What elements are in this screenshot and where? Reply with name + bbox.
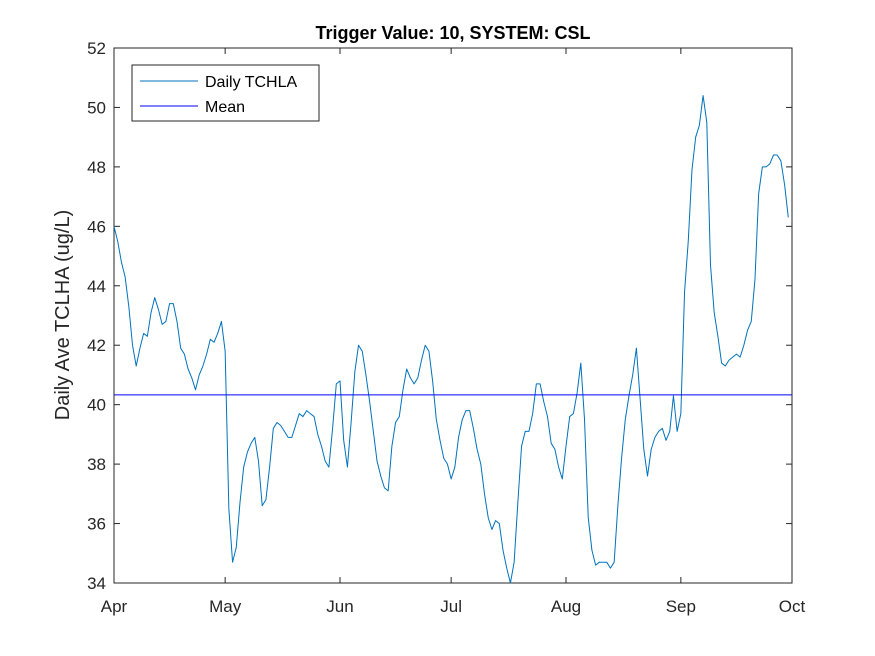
x-tick-label: Jul (440, 597, 462, 616)
x-tick-label: Aug (551, 597, 581, 616)
y-tick-label: 50 (87, 98, 106, 117)
x-axis: Apr May Jun Jul Aug Sep Oct (101, 48, 806, 616)
x-tick-label: Oct (779, 597, 806, 616)
legend-label-daily-tchla: Daily TCHLA (205, 74, 298, 91)
series-line-daily-tchla (113, 95, 789, 584)
x-tick-label: Apr (101, 597, 128, 616)
y-tick-label: 38 (87, 455, 106, 474)
y-tick-label: 40 (87, 396, 106, 415)
legend-box (131, 64, 320, 122)
y-tick-label: 52 (87, 39, 106, 58)
x-tick-label: Sep (666, 597, 696, 616)
chart-title: Trigger Value: 10, SYSTEM: CSL (315, 23, 590, 43)
x-tick-label: May (209, 597, 242, 616)
y-axis: 34 36 38 40 42 44 46 48 50 52 (87, 39, 792, 593)
x-tick-label: Jun (326, 597, 353, 616)
series-layer (113, 95, 792, 584)
y-tick-label: 48 (87, 158, 106, 177)
y-tick-label: 34 (87, 574, 106, 593)
legend-label-mean: Mean (205, 99, 245, 116)
plot-area (113, 47, 793, 584)
legend: Daily TCHLA Mean (131, 64, 320, 122)
y-axis-label: Daily Ave TCLHA (ug/L) (52, 210, 74, 420)
y-tick-label: 36 (87, 515, 106, 534)
y-tick-label: 44 (87, 277, 106, 296)
y-tick-label: 46 (87, 217, 106, 236)
y-tick-label: 42 (87, 336, 106, 355)
